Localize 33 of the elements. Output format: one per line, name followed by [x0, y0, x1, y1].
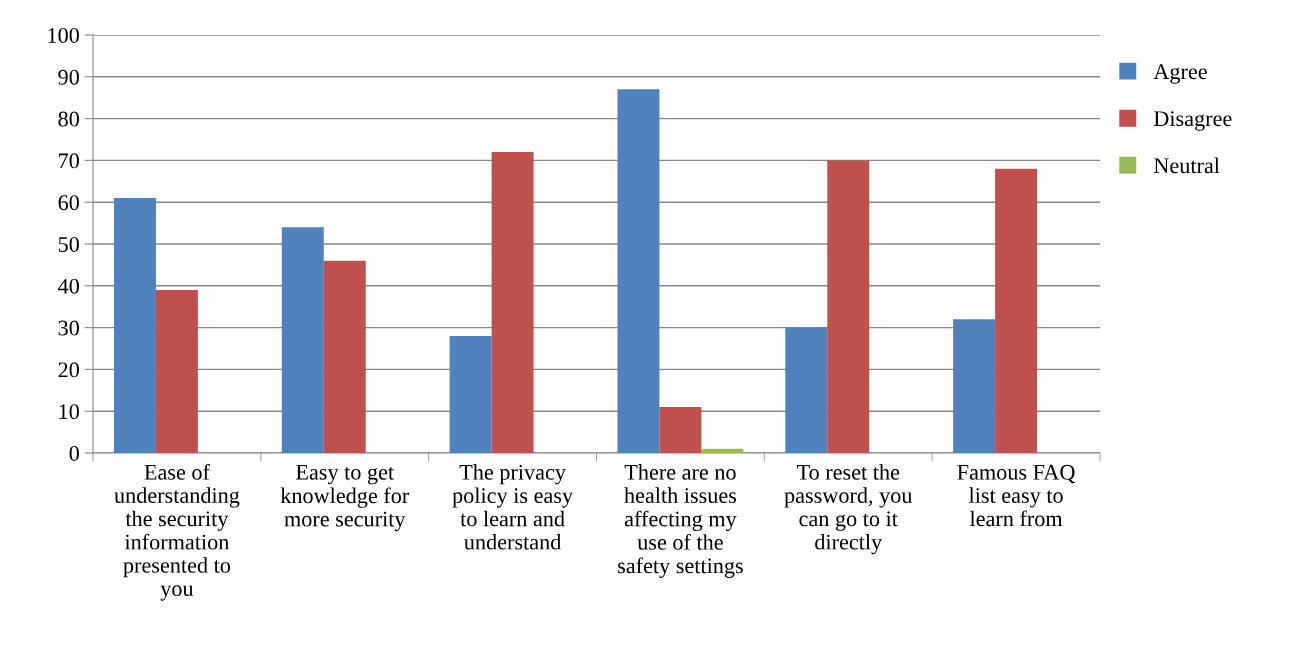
y-tick-label: 30: [58, 320, 79, 336]
legend-label: Disagree: [1153, 111, 1232, 131]
bar: [701, 448, 744, 453]
y-tick-label: 50: [58, 236, 79, 252]
y-tick-label: 60: [58, 195, 79, 211]
bar: [491, 152, 534, 453]
bar: [113, 198, 156, 453]
y-tick-label: 10: [59, 404, 79, 420]
x-tick-label: Easy to get knowledge for more security: [280, 464, 410, 532]
y-tick-label: 100: [48, 27, 79, 43]
bar: [785, 327, 828, 453]
legend-label: Agree: [1153, 64, 1207, 84]
y-tick-label: 40: [58, 278, 79, 294]
x-tick-label: The privacy policy is easy to learn and understand: [452, 464, 573, 550]
y-tick-label: 90: [58, 69, 79, 85]
bar: [617, 89, 660, 453]
x-tick-label: To reset the password, you can go to it directly: [784, 464, 913, 555]
x-tick-label: Famous FAQ list easy to learn from: [957, 464, 1076, 527]
bar: [953, 319, 996, 453]
bar: [995, 168, 1038, 453]
bar: [281, 227, 324, 453]
legend-label: Neutral: [1153, 157, 1220, 174]
y-tick-label: 0: [69, 445, 79, 461]
bar: [827, 160, 870, 453]
x-tick-label: There are no health issues affecting my use of the safety settings: [618, 464, 743, 578]
bar: [323, 260, 366, 453]
y-tick-label: 70: [59, 153, 79, 169]
y-tick-label: 80: [58, 111, 79, 127]
y-tick-label: 20: [58, 362, 79, 378]
bar: [449, 335, 492, 453]
bar: [659, 407, 702, 453]
x-tick-label: Ease of understanding the security information presented to you: [114, 463, 240, 601]
bar: [155, 289, 198, 453]
